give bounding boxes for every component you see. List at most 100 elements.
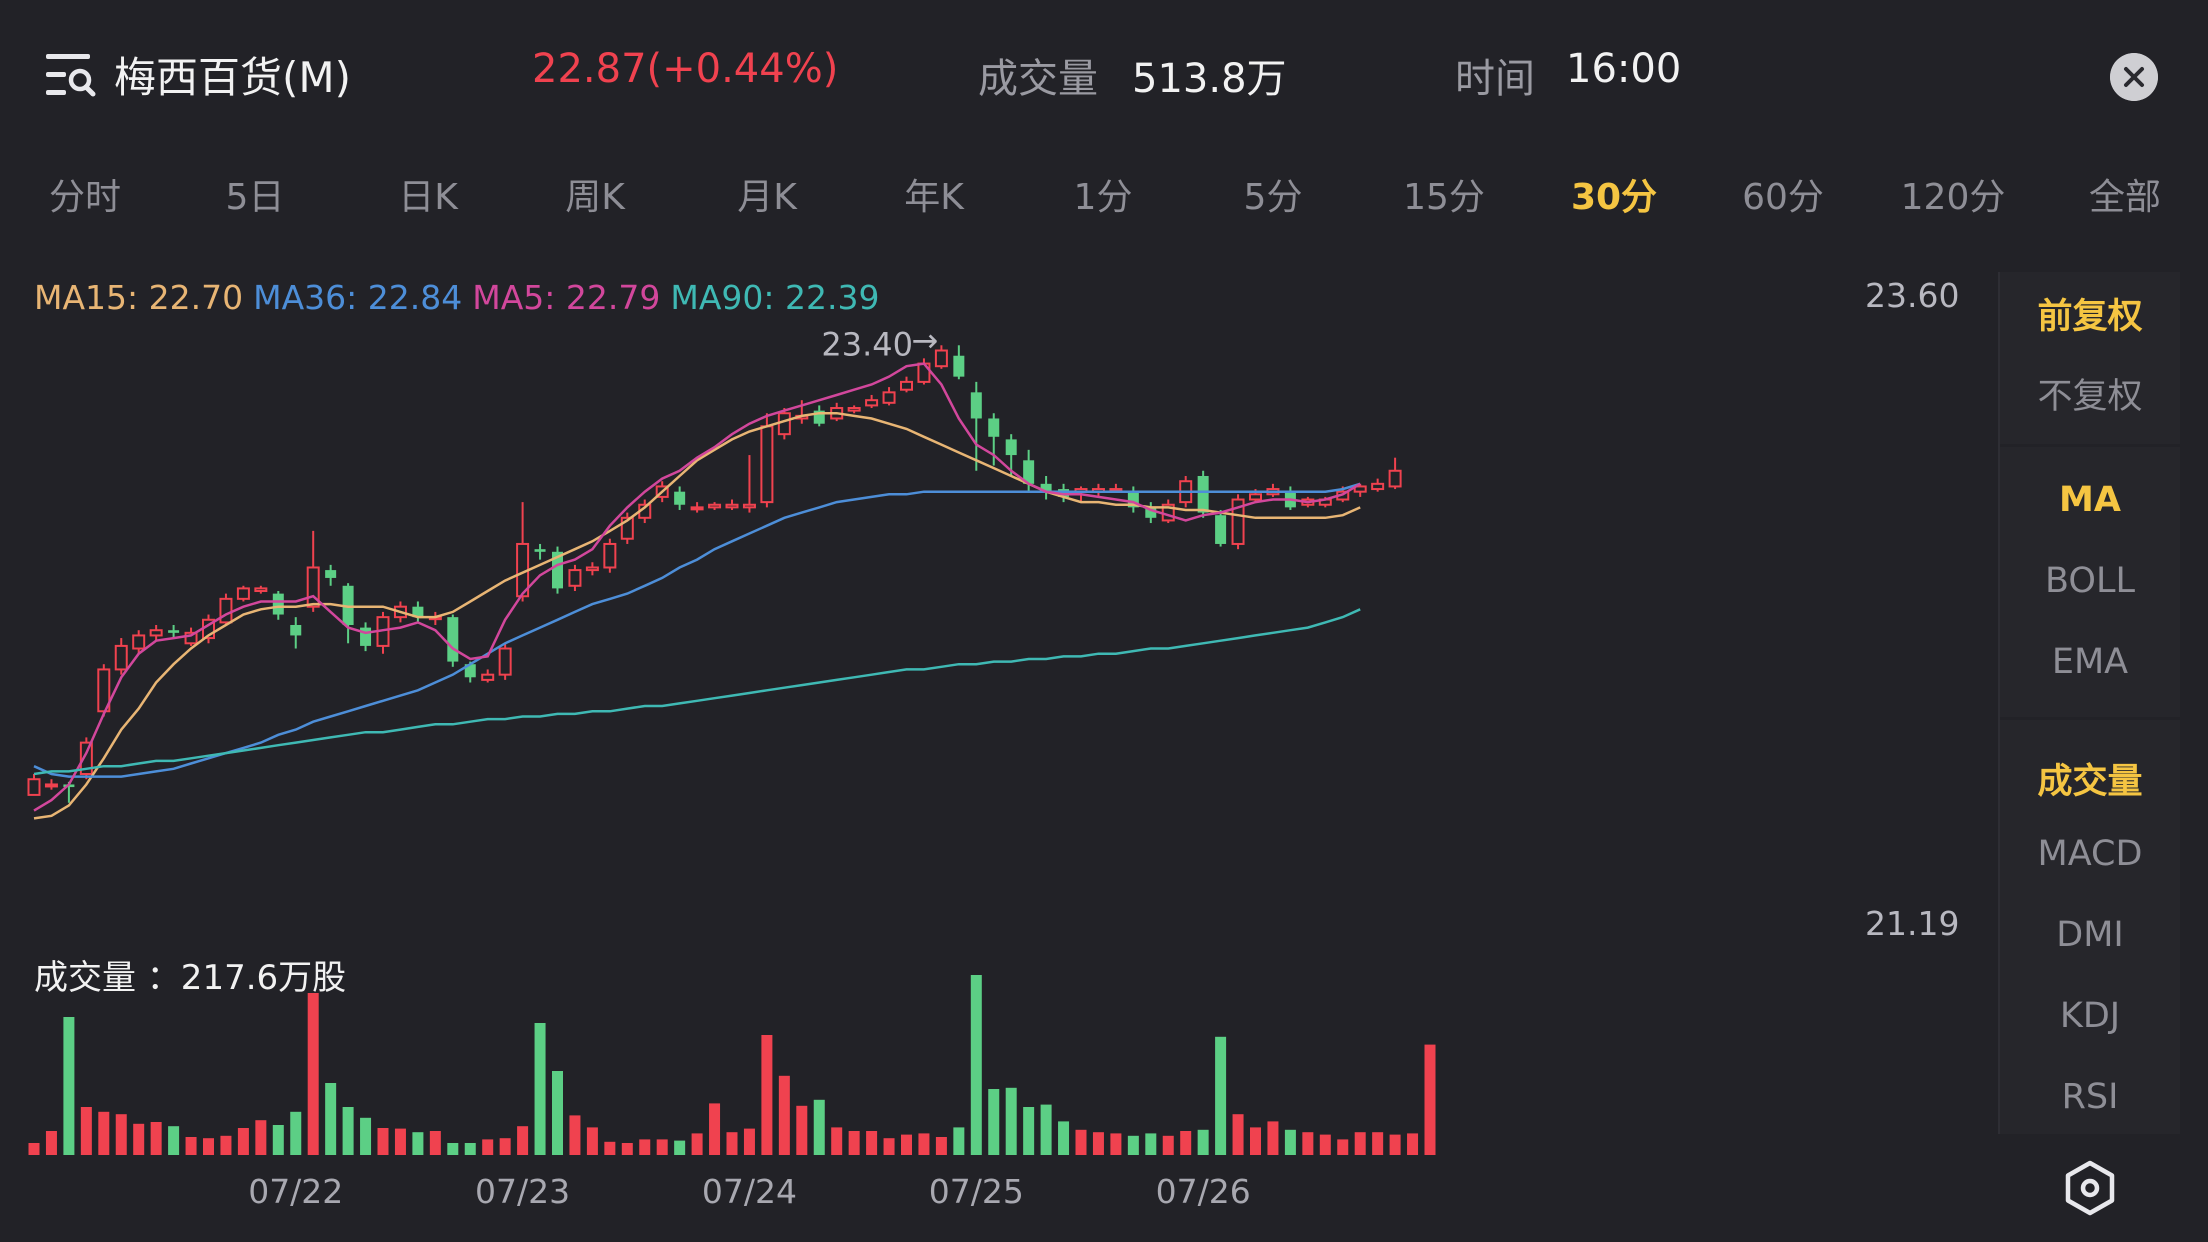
volume-bar [726,1132,738,1155]
volume-bar [604,1141,616,1155]
tab-fenshi[interactable]: 分时 [48,177,122,218]
ma36-line [33,482,1361,778]
tab-5day[interactable]: 5日 [225,177,285,218]
candle-body [149,629,163,637]
volume-bar [1058,1121,1070,1155]
volume-bar [517,1126,529,1155]
volume-bar [412,1132,424,1155]
tab-day-k[interactable]: 日K [398,177,458,218]
indicator-kdj[interactable]: KDJ [2059,996,2121,1036]
price-axis-top: 23.60 [1865,276,1960,315]
candle-body [970,392,982,419]
date-label: 07/23 [475,1172,571,1211]
time-value: 16:00 [1566,46,1682,92]
tab-5min[interactable]: 5分 [1243,177,1303,218]
volume-bar [80,1107,92,1155]
candle-body [272,593,284,615]
volume-bar [1040,1104,1052,1155]
volume-bar [377,1128,389,1155]
volume-bar [220,1135,232,1155]
candles-group [27,345,1402,803]
volume-bar [866,1131,878,1155]
high-price-marker: 23.40 [821,325,913,363]
indicator-dmi[interactable]: DMI [2056,915,2124,955]
candle-body [1145,507,1157,518]
volume-bar [656,1139,668,1155]
candle-body [360,627,372,646]
indicator-ma[interactable]: MA [2059,480,2121,520]
volume-caption: 成交量 ：217.6万股 [34,958,347,998]
candle-body [742,503,756,509]
candle-body [1215,515,1227,544]
close-icon[interactable] [2110,53,2158,101]
candle-body [219,597,233,624]
candle-body [865,399,879,407]
tab-1min[interactable]: 1分 [1073,177,1133,218]
indicator-volume[interactable]: 成交量 [2037,762,2143,802]
tab-month-k[interactable]: 月K [737,177,797,218]
volume-bar [168,1126,180,1155]
tab-year-k[interactable]: 年K [904,177,964,218]
indicator-macd[interactable]: MACD [2037,834,2143,874]
tab-60min[interactable]: 60分 [1742,177,1824,218]
volume-bar [1145,1133,1157,1155]
volume-bar [1424,1044,1436,1155]
ma5-legend: MA5: 22.79 [472,278,661,317]
tab-week-k[interactable]: 周K [565,177,625,218]
volume-bar [709,1103,721,1155]
adjust-forward[interactable]: 前复权 [2037,297,2143,337]
volume-bar [1092,1132,1104,1155]
candle-body [620,516,634,540]
volume-bar [272,1125,284,1155]
candle-body [585,566,599,572]
adjust-none[interactable]: 不复权 [2037,377,2143,417]
indicator-rsi[interactable]: RSI [2061,1077,2119,1117]
stock-name[interactable]: 梅西百货(M) [114,53,352,102]
candle-body [534,549,546,552]
volume-bar [1023,1107,1035,1155]
candle-body [447,617,459,662]
volume-bar [482,1139,494,1155]
volume-bar [988,1089,1000,1155]
settings-hexagon-icon[interactable] [2062,1160,2118,1216]
candle-body [603,542,617,569]
candle-body [132,634,146,650]
candle-body [114,644,128,671]
volume-bar [552,1071,563,1155]
panel-divider [2000,444,2180,447]
volume-bar [394,1128,406,1155]
volume-bar [778,1075,790,1155]
time-label: 时间 [1455,56,1535,102]
panel-divider [2000,717,2180,720]
volume-bar [1250,1127,1261,1155]
candle-body [290,624,302,636]
tab-120min[interactable]: 120分 [1900,177,2006,218]
indicator-ema[interactable]: EMA [2051,642,2129,682]
date-label: 07/24 [701,1172,797,1211]
volume-bar [761,1035,773,1155]
date-label: 07/26 [1155,1172,1251,1211]
menu-search-icon[interactable] [46,52,96,98]
candle-body [79,741,93,775]
candle-body [900,380,913,391]
volume-bar [464,1143,476,1155]
tab-30min[interactable]: 30分 [1570,177,1658,218]
high-marker-group: 23.40 → [821,321,938,363]
volume-bar [1110,1133,1122,1155]
candle-body [1249,493,1262,501]
volume-bar [150,1122,162,1155]
candle-body [44,783,58,788]
tab-15min[interactable]: 15分 [1403,177,1485,218]
kline-chart[interactable]: 23.40 → [0,260,1990,1160]
candle-body [882,391,896,404]
high-marker-arrow: → [911,321,938,359]
indicator-boll[interactable]: BOLL [2045,561,2135,601]
volume-bar [831,1127,843,1155]
volume-bar [621,1143,633,1155]
ma36-legend: MA36: 22.84 [253,278,463,317]
volume-bar [918,1133,930,1155]
candle-body [1058,489,1070,497]
tab-all[interactable]: 全部 [2088,177,2162,218]
volume-bar [499,1138,511,1155]
volume-bar [307,993,319,1155]
